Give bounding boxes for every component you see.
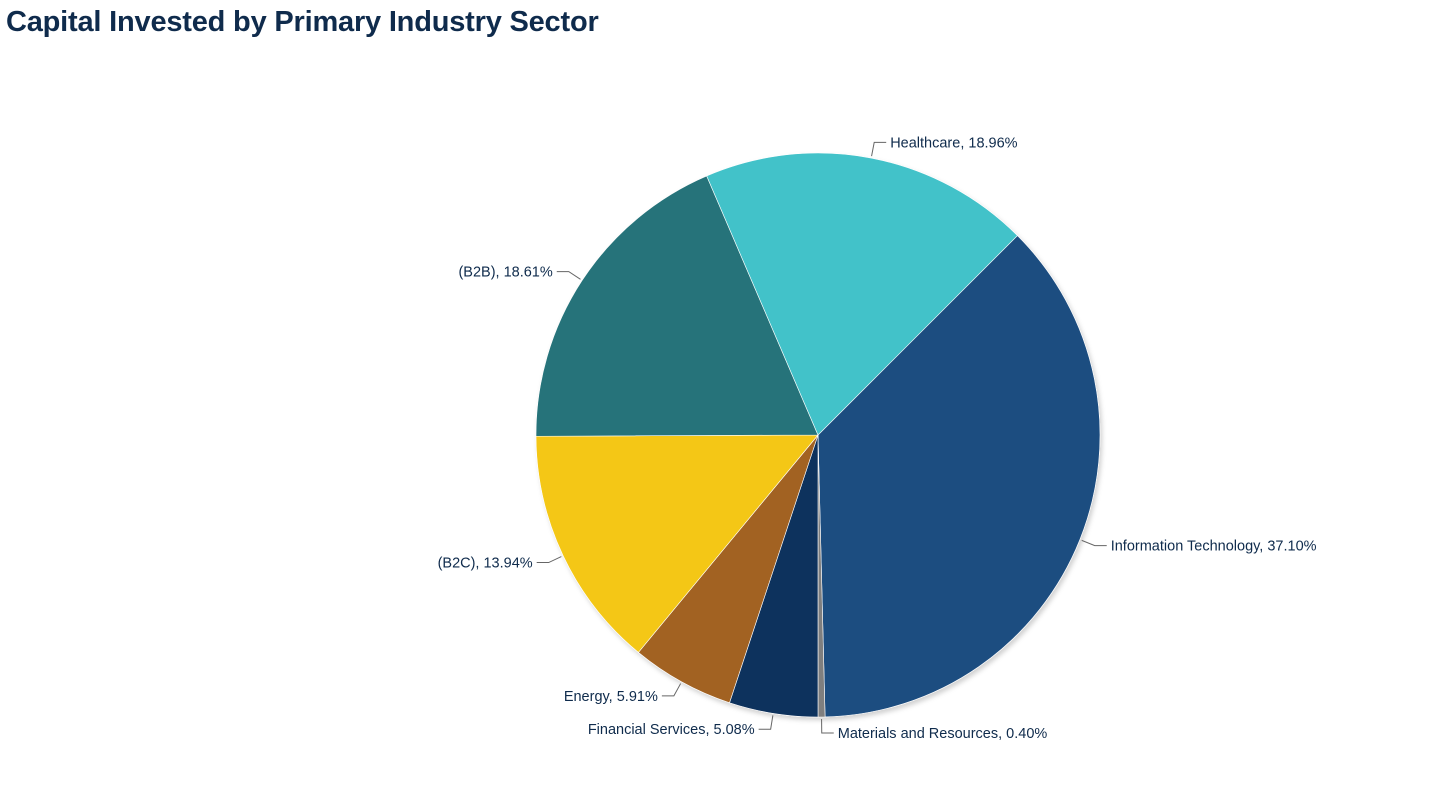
pie-slice-information-technology[interactable] <box>817 235 1101 718</box>
data-label-energy: Energy, 5.91% <box>564 689 658 705</box>
data-label-information-technology: Information Technology, 37.10% <box>1111 539 1317 555</box>
data-label-materials-and-resources: Materials and Resources, 0.40% <box>838 726 1048 742</box>
pie-slice-healthcare[interactable] <box>706 152 1018 436</box>
data-label-healthcare: Healthcare, 18.96% <box>890 135 1017 151</box>
data-label-b2b: (B2B), 18.61% <box>458 265 552 281</box>
label-connector-materials-and-resources <box>821 718 834 734</box>
label-connector-healthcare <box>871 141 887 157</box>
label-connector-financial-services <box>758 715 774 730</box>
label-connector-energy <box>661 683 682 697</box>
chart-title: Capital Invested by Primary Industry Sec… <box>6 6 599 38</box>
label-connector-b2b <box>556 271 581 280</box>
pie-slice-b2c[interactable] <box>535 434 819 653</box>
label-connector-b2c <box>536 556 562 564</box>
pie-slice-b2b[interactable] <box>535 175 819 437</box>
label-connector-information-technology <box>1081 539 1107 547</box>
data-label-b2c: (B2C), 13.94% <box>438 556 533 572</box>
data-label-financial-services: Financial Services, 5.08% <box>588 722 755 738</box>
